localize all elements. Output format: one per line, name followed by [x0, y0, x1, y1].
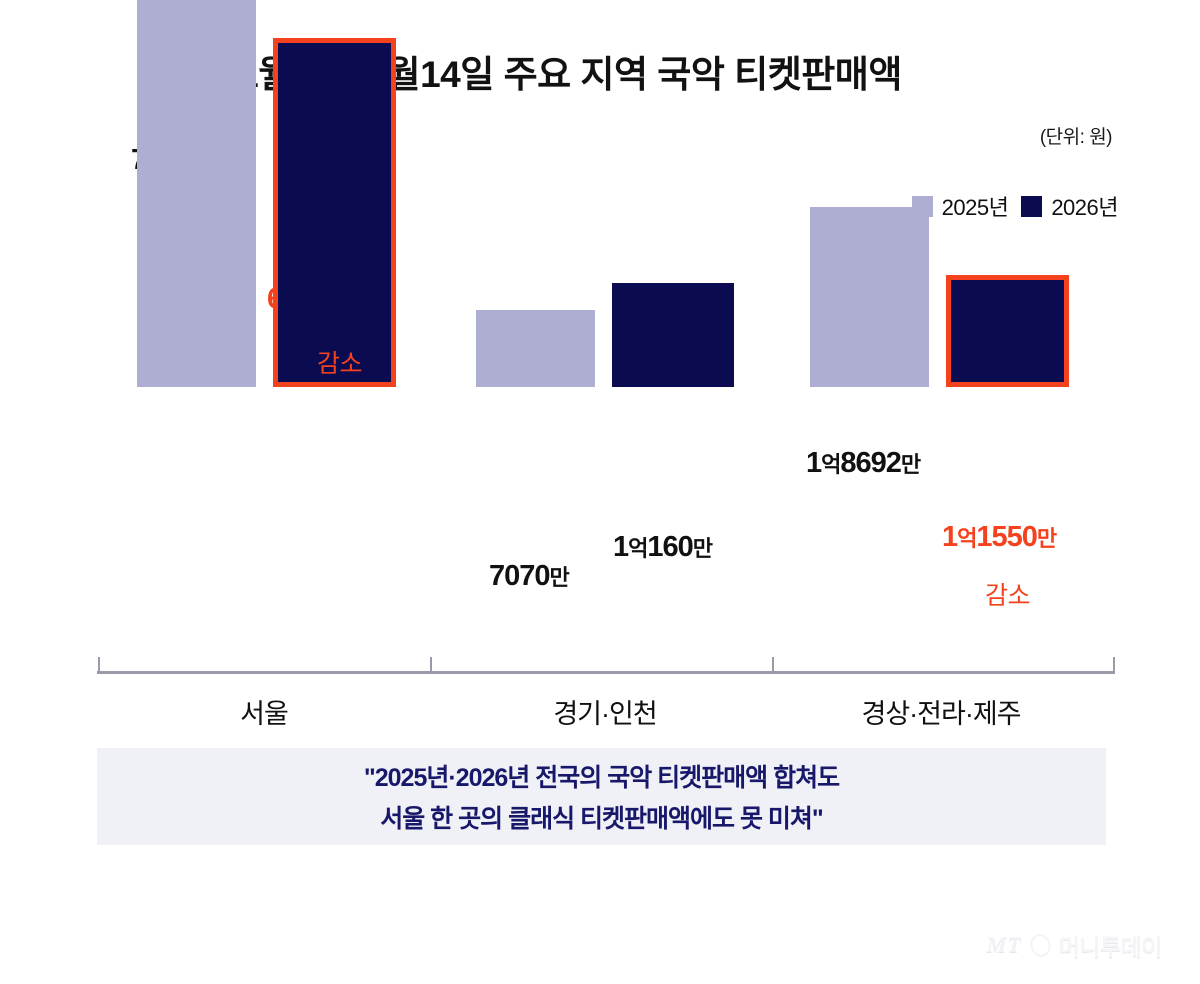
- legend-label-2025: 2025년: [941, 195, 1009, 220]
- bar-seoul-2025: [137, 0, 256, 387]
- caption-line-1: "2025년·2026년 전국의 국악 티켓판매액 합쳐도: [363, 764, 840, 792]
- bar-gyeonggi-2026: [612, 283, 734, 387]
- category-label-gyeongsang: 경상·전라·제주: [861, 699, 1021, 729]
- bar-gyeonggi-2025: [476, 310, 595, 387]
- watermark: MT 머니투데이: [986, 928, 1163, 962]
- bar-chart-plot: 7억9330만 6억5363만 감소 7070만 1억160만 1억8692만 …: [97, 0, 1115, 729]
- x-axis-line: [97, 671, 1115, 674]
- value-label-gyeongsang-2026: 1억1550만: [942, 521, 1057, 553]
- watermark-brand-name: 머니투데이: [1058, 934, 1163, 960]
- legend-item-2026: 2026년: [1021, 190, 1118, 222]
- category-label-gyeonggi: 경기·인천: [553, 699, 657, 729]
- decrease-tag-seoul: 감소: [317, 350, 363, 378]
- decrease-tag-gyeongsang: 감소: [985, 582, 1031, 610]
- legend-label-2026: 2026년: [1051, 195, 1118, 220]
- axis-break-wave-seoul-2026-icon: [269, 464, 401, 494]
- watermark-ring-icon: [1027, 931, 1054, 959]
- category-label-seoul: 서울: [240, 699, 289, 729]
- value-label-gyeonggi-2025: 7070만: [489, 560, 570, 592]
- unit-note: (단위: 원): [1039, 127, 1113, 148]
- axis-tick-start: [98, 657, 100, 673]
- axis-break-wave-seoul-2025-icon: [133, 461, 261, 491]
- axis-tick-1: [430, 657, 432, 673]
- bar-seoul-2026: [273, 38, 396, 387]
- bar-gyeongsang-2026: [946, 275, 1069, 387]
- axis-tick-2: [772, 657, 774, 673]
- axis-tick-end: [1113, 657, 1115, 673]
- caption-line-2: 서울 한 곳의 클래식 티켓판매액에도 못 미쳐": [380, 805, 824, 833]
- chart-legend: 2025년 2026년: [911, 190, 1118, 222]
- value-label-gyeonggi-2026: 1억160만: [613, 531, 713, 563]
- value-label-gyeongsang-2025: 1억8692만: [806, 447, 921, 479]
- legend-swatch-2026-icon: [1021, 195, 1043, 217]
- caption-box: "2025년·2026년 전국의 국악 티켓판매액 합쳐도 서울 한 곳의 클래…: [97, 748, 1106, 845]
- watermark-mt-mark: MT: [986, 932, 1022, 957]
- bar-gyeongsang-2025: [810, 207, 929, 387]
